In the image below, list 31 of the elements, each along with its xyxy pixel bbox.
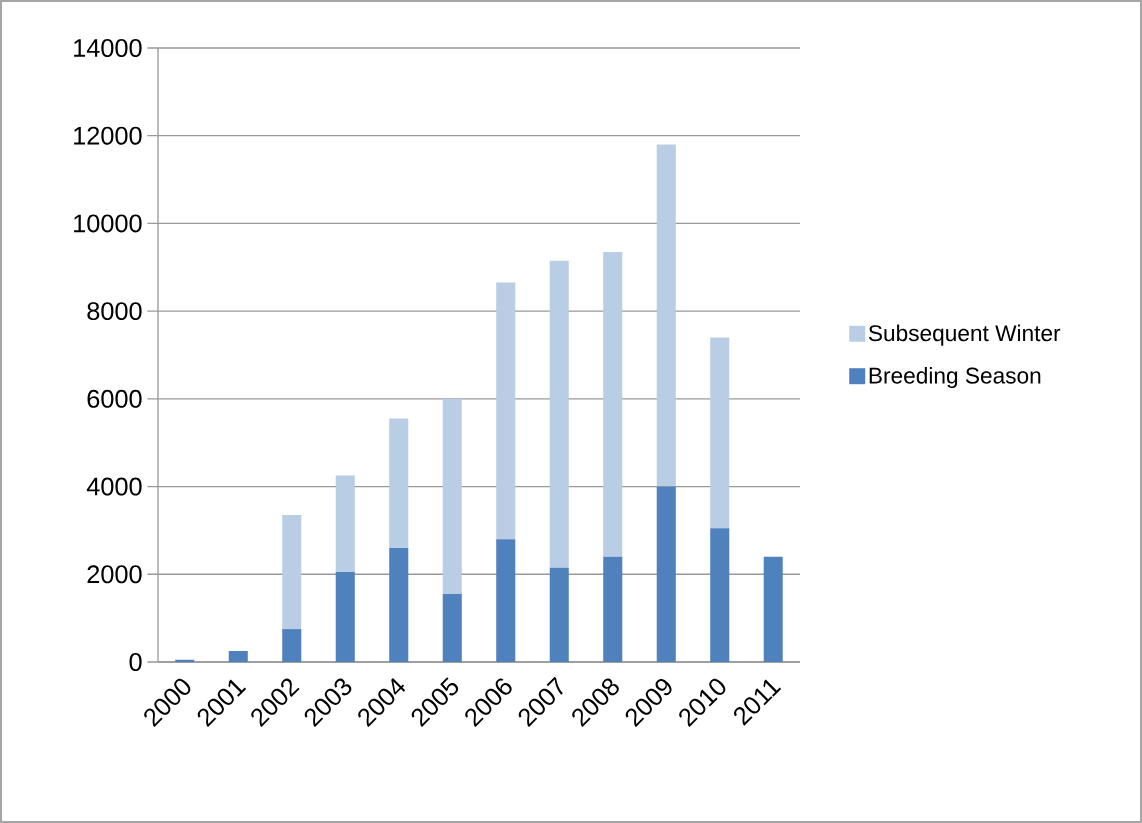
y-tick-label: 8000 [87, 302, 142, 321]
y-tick-label: 2000 [87, 565, 142, 584]
y-tick-label: 14000 [74, 39, 142, 57]
bar [335, 475, 355, 573]
bar [763, 556, 783, 662]
bar [549, 260, 569, 568]
legend-label: Breeding Season [869, 366, 1041, 389]
bar [335, 572, 355, 662]
bar [656, 486, 676, 662]
bar [656, 144, 676, 487]
bar [228, 651, 248, 662]
y-tick-label: 6000 [87, 389, 142, 408]
bar [389, 547, 409, 662]
bar [710, 337, 730, 529]
y-tick-label: 0 [129, 653, 142, 671]
bar [496, 539, 516, 662]
bar [603, 556, 623, 662]
y-tick-label: 4000 [86, 477, 142, 496]
legend-label: Subsequent Winter [868, 324, 1061, 346]
bar [389, 418, 409, 548]
bar [496, 282, 516, 540]
bar [282, 515, 302, 630]
bar [175, 659, 195, 662]
bar [282, 629, 302, 662]
bar [442, 398, 462, 595]
bar [603, 251, 623, 557]
bar [442, 594, 462, 662]
bar [549, 567, 569, 662]
y-tick-label: 10000 [74, 214, 142, 233]
bar [710, 528, 730, 662]
y-tick-label: 12000 [74, 126, 142, 145]
